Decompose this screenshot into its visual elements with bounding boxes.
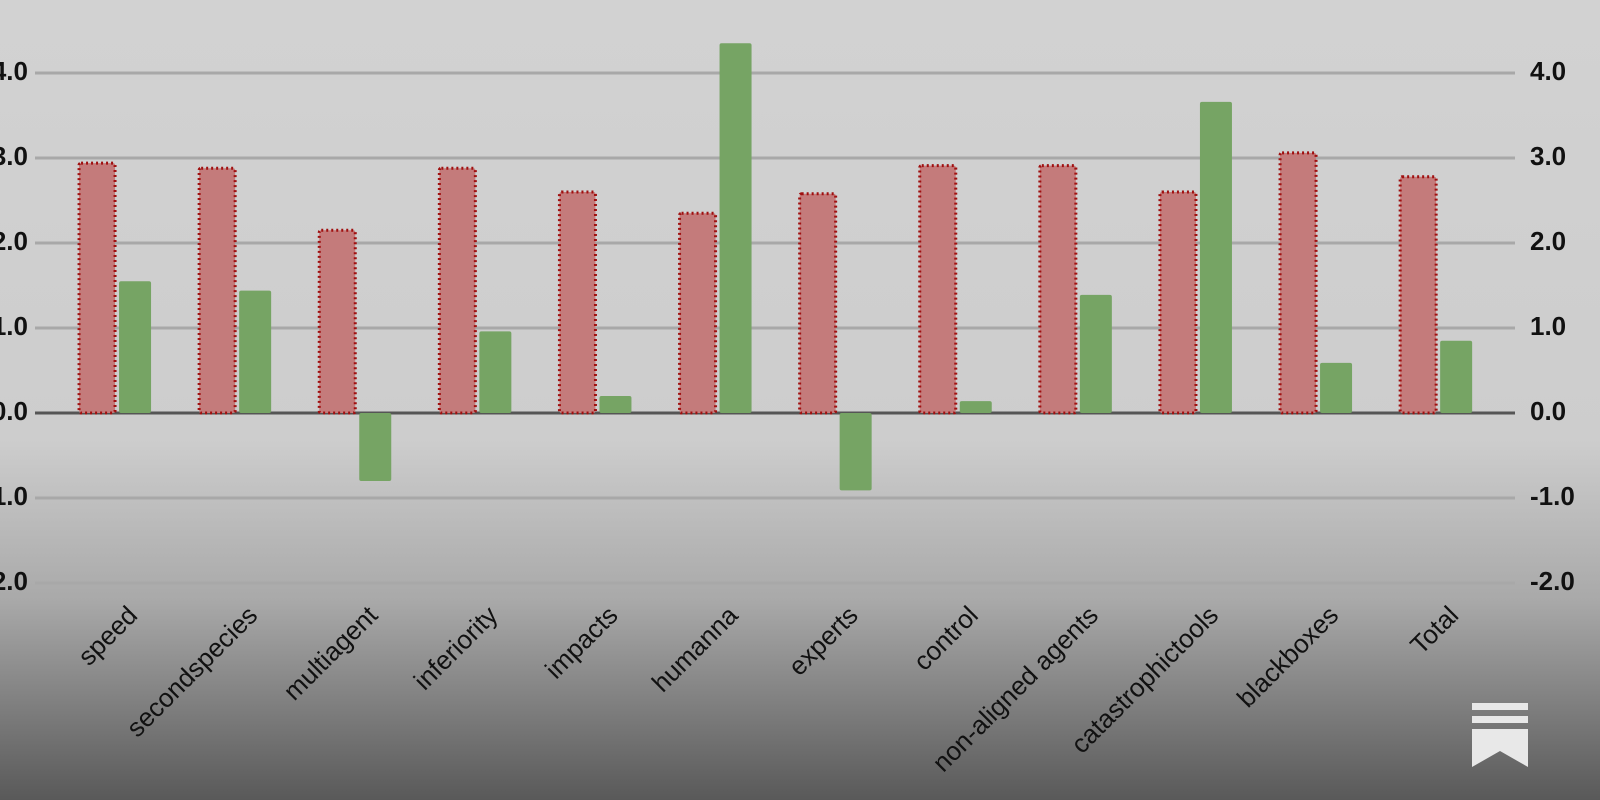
- bar: [359, 413, 392, 481]
- y2-tick-label: 4.0: [1530, 56, 1566, 86]
- bar: [599, 396, 632, 413]
- y-tick-label: 1.0: [0, 311, 28, 341]
- bar: [839, 413, 872, 491]
- bar: [1079, 294, 1112, 413]
- bar: [798, 192, 838, 415]
- bar: [479, 331, 512, 413]
- y-tick-label: 3.0: [0, 141, 28, 171]
- y-tick-label: 4.0: [0, 56, 28, 86]
- bars: [77, 43, 1473, 491]
- bar: [1278, 151, 1318, 415]
- bar: [1440, 340, 1473, 413]
- bar: [1320, 362, 1353, 413]
- bar: [1398, 175, 1438, 415]
- bar: [239, 290, 272, 413]
- bar: [918, 164, 958, 415]
- bar: [719, 43, 752, 413]
- bar: [317, 228, 357, 415]
- icon-ribbon: [1472, 729, 1528, 767]
- y2-tick-label: 2.0: [1530, 226, 1566, 256]
- bar: [678, 211, 718, 415]
- bar: [1158, 190, 1198, 415]
- bookmark-icon: [1472, 703, 1528, 767]
- y2-tick-label: 0.0: [1530, 396, 1566, 426]
- y-tick-label: 2.0: [0, 226, 28, 256]
- y2-tick-label: 3.0: [1530, 141, 1566, 171]
- y2-tick-label: 1.0: [1530, 311, 1566, 341]
- icon-bar: [1472, 716, 1528, 723]
- bar: [557, 190, 597, 415]
- icon-bar: [1472, 703, 1528, 710]
- y-tick-label: -2.0: [0, 566, 28, 596]
- bar: [197, 166, 237, 415]
- bar: [1038, 164, 1078, 415]
- y2-tick-label: -1.0: [1530, 481, 1575, 511]
- y-tick-label: -1.0: [0, 481, 28, 511]
- y2-tick-label: -2.0: [1530, 566, 1575, 596]
- bar: [77, 161, 117, 415]
- bar: [437, 166, 477, 415]
- grid: [35, 71, 1515, 585]
- bar: [119, 281, 152, 413]
- bar: [959, 401, 992, 413]
- y-tick-label: 0.0: [0, 396, 28, 426]
- bar: [1199, 101, 1232, 414]
